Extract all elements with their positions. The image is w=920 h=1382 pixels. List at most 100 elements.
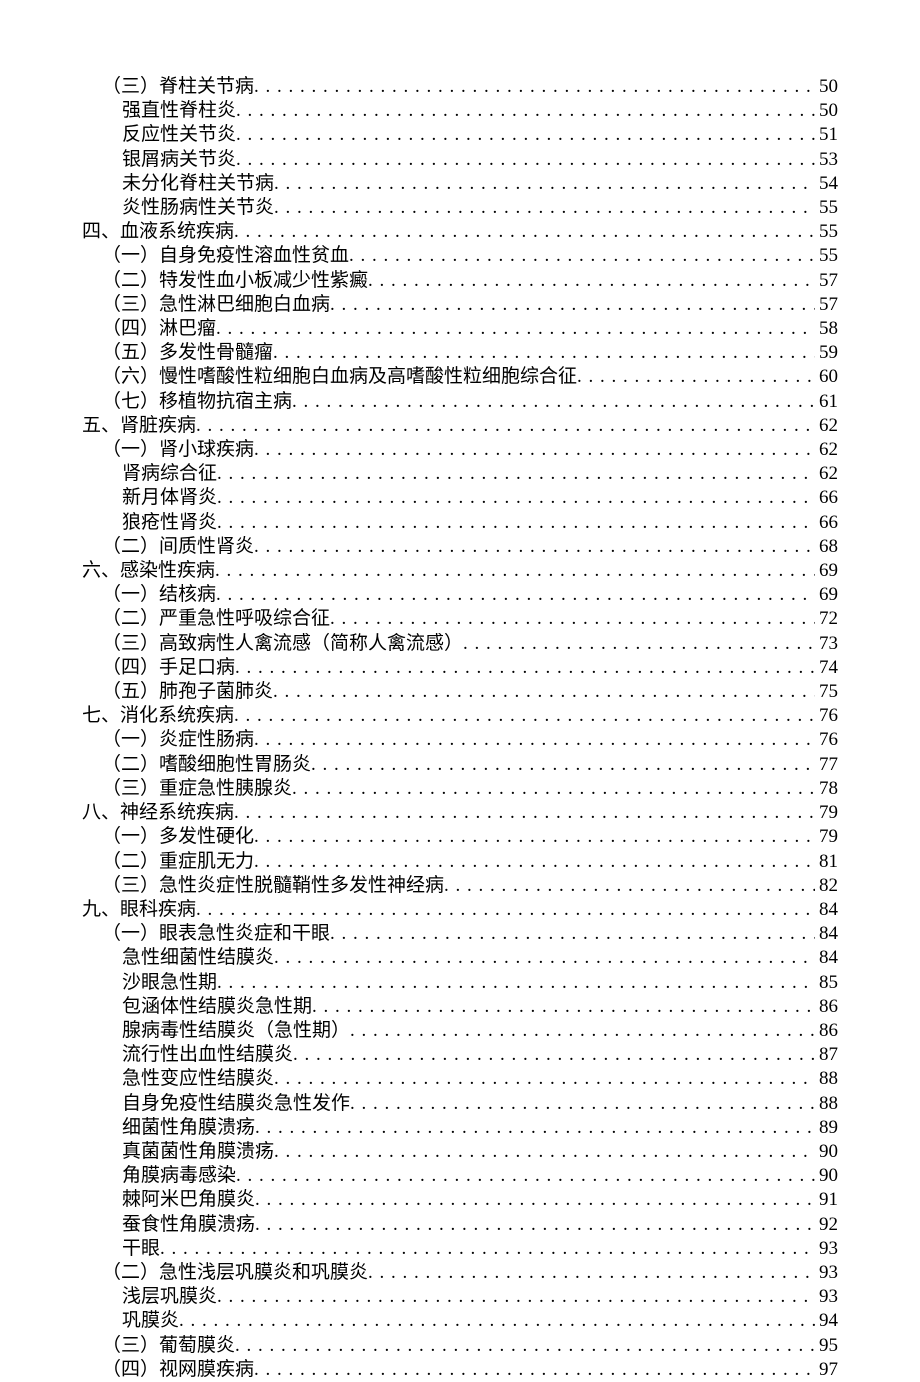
toc-entry-page: 93 (815, 1261, 838, 1285)
toc-entry-page: 51 (815, 123, 838, 147)
toc-entry-label: （七）移植物抗宿主病 (102, 390, 292, 414)
toc-entry-label: 银屑病关节炎 (122, 148, 236, 172)
toc-entry-label: 细菌性角膜溃疡 (122, 1116, 255, 1140)
toc-entry-page: 66 (815, 486, 838, 510)
toc-dots (292, 390, 815, 414)
toc-entry: （六）慢性嗜酸性粒细胞白血病及高嗜酸性粒细胞综合征60 (82, 365, 838, 389)
toc-dots (311, 753, 815, 777)
toc-entry: （五）肺孢子菌肺炎75 (82, 680, 838, 704)
toc-entry-label: （二）特发性血小板减少性紫癜 (102, 269, 368, 293)
toc-entry-label: （三）急性淋巴细胞白血病 (102, 293, 330, 317)
toc-entry-page: 79 (815, 825, 838, 849)
toc-entry: 九、眼科疾病84 (82, 898, 838, 922)
toc-entry-page: 58 (815, 317, 838, 341)
toc-dots (330, 293, 815, 317)
toc-entry-page: 69 (815, 583, 838, 607)
toc-entry-label: 五、肾脏疾病 (82, 414, 196, 438)
toc-entry-label: （六）慢性嗜酸性粒细胞白血病及高嗜酸性粒细胞综合征 (102, 365, 577, 389)
toc-entry-page: 57 (815, 293, 838, 317)
toc-entry-page: 93 (815, 1237, 838, 1261)
toc-entry-label: 角膜病毒感染 (122, 1164, 236, 1188)
toc-dots (273, 680, 815, 704)
toc-entry: （三）急性炎症性脱髓鞘性多发性神经病82 (82, 874, 838, 898)
toc-entry-label: 狼疮性肾炎 (122, 511, 217, 535)
toc-entry-label: （三）脊柱关节病 (102, 75, 254, 99)
toc-dots (349, 244, 815, 268)
toc-dots (217, 511, 815, 535)
toc-entry: （三）葡萄膜炎95 (82, 1334, 838, 1358)
toc-entry: 角膜病毒感染 90 (82, 1164, 838, 1188)
toc-entry-page: 77 (815, 753, 838, 777)
toc-entry: 巩膜炎94 (82, 1309, 838, 1333)
toc-entry-page: 87 (815, 1043, 838, 1067)
toc-dots (254, 1358, 815, 1382)
toc-entry: （二）嗜酸细胞性胃肠炎77 (82, 753, 838, 777)
toc-dots (274, 196, 815, 220)
toc-entry: （一）多发性硬化79 (82, 825, 838, 849)
toc-entry-label: 干眼 (122, 1237, 160, 1261)
toc-entry-page: 79 (815, 801, 838, 825)
toc-entry-label: 未分化脊柱关节病 (122, 172, 274, 196)
toc-entry: 八、神经系统疾病79 (82, 801, 838, 825)
toc-dots (350, 1019, 815, 1043)
toc-entry-label: 腺病毒性结膜炎（急性期） (122, 1019, 350, 1043)
toc-entry-page: 74 (815, 656, 838, 680)
toc-entry: 新月体肾炎 66 (82, 486, 838, 510)
toc-entry-label: 肾病综合征 (122, 462, 217, 486)
toc-entry-page: 85 (815, 971, 838, 995)
toc-entry: 七、消化系统疾病76 (82, 704, 838, 728)
toc-entry-label: 反应性关节炎 (122, 123, 236, 147)
toc-entry: （二）严重急性呼吸综合征72 (82, 607, 838, 631)
toc-entry: 流行性出血性结膜炎87 (82, 1043, 838, 1067)
toc-entry-label: 七、消化系统疾病 (82, 704, 234, 728)
toc-entry-page: 91 (815, 1188, 838, 1212)
toc-entry-label: 急性变应性结膜炎 (122, 1067, 274, 1091)
toc-entry-page: 55 (815, 196, 838, 220)
toc-entry-page: 50 (815, 75, 838, 99)
toc-entry: 五、肾脏疾病62 (82, 414, 838, 438)
toc-dots (330, 607, 815, 631)
toc-dots (292, 777, 815, 801)
toc-dots (274, 946, 815, 970)
toc-dots (312, 995, 815, 1019)
toc-entry-page: 90 (815, 1164, 838, 1188)
toc-entry-page: 61 (815, 390, 838, 414)
toc-entry: 四、血液系统疾病55 (82, 220, 838, 244)
toc-entry-page: 89 (815, 1116, 838, 1140)
toc-dots (254, 825, 815, 849)
toc-entry-page: 59 (815, 341, 838, 365)
toc-dots (368, 269, 815, 293)
toc-entry-page: 94 (815, 1309, 838, 1333)
toc-entry: 急性细菌性结膜炎84 (82, 946, 838, 970)
toc-entry-label: （四）视网膜疾病 (102, 1358, 254, 1382)
toc-dots (255, 1116, 815, 1140)
toc-dots (254, 438, 815, 462)
toc-entry-label: 新月体肾炎 (122, 486, 217, 510)
toc-entry: （一）炎症性肠病76 (82, 728, 838, 752)
toc-entry-label: 包涵体性结膜炎急性期 (122, 995, 312, 1019)
toc-entry-label: （二）严重急性呼吸综合征 (102, 607, 330, 631)
toc-entry-page: 57 (815, 269, 838, 293)
toc-entry-page: 86 (815, 1019, 838, 1043)
toc-entry-label: 四、血液系统疾病 (82, 220, 234, 244)
toc-dots (217, 1285, 815, 1309)
toc-entry: 反应性关节炎 51 (82, 123, 838, 147)
toc-entry: （四）淋巴瘤58 (82, 317, 838, 341)
toc-entry-page: 69 (815, 559, 838, 583)
toc-dots (236, 99, 815, 123)
toc-entry-page: 78 (815, 777, 838, 801)
toc-entry: 干眼 93 (82, 1237, 838, 1261)
toc-entry-label: 九、眼科疾病 (82, 898, 196, 922)
toc-dots (463, 632, 815, 656)
toc-entry-label: （二）重症肌无力 (102, 850, 254, 874)
toc-entry: 棘阿米巴角膜炎91 (82, 1188, 838, 1212)
toc-entry-page: 88 (815, 1067, 838, 1091)
toc-entry: （一）肾小球疾病62 (82, 438, 838, 462)
toc-entry-page: 62 (815, 462, 838, 486)
toc-dots (216, 317, 815, 341)
toc-dots (274, 1140, 815, 1164)
toc-entry-label: （四）手足口病 (102, 656, 235, 680)
toc-entry-label: 蚕食性角膜溃疡 (122, 1213, 255, 1237)
toc-dots (235, 1334, 815, 1358)
toc-entry: （三）急性淋巴细胞白血病 57 (82, 293, 838, 317)
